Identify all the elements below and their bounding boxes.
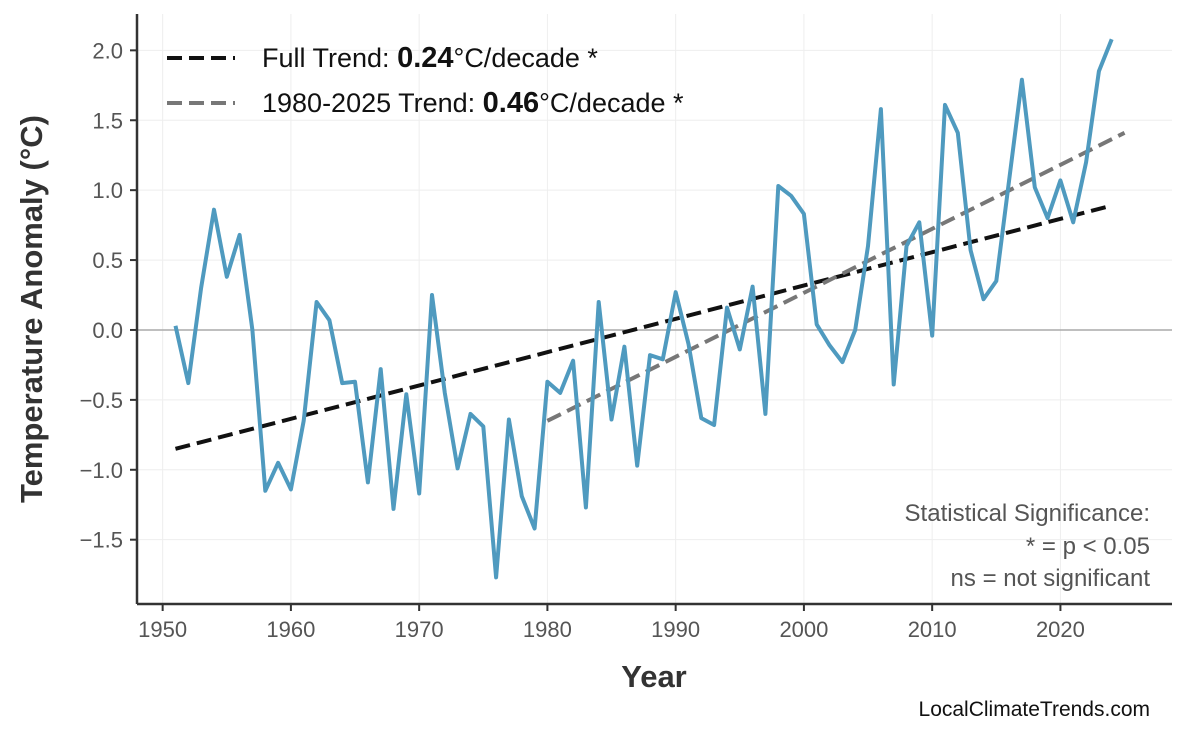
y-tick-label: −1.5	[80, 528, 123, 553]
y-tick-label: 0.5	[92, 248, 123, 273]
y-axis-label: Temperature Anomaly (°C)	[14, 115, 49, 503]
significance-note: Statistical Significance: * = p < 0.05 n…	[905, 500, 1151, 592]
significance-line-1: * = p < 0.05	[1026, 533, 1150, 560]
legend-label-1980-trend: 1980-2025 Trend: 0.46°C/decade *	[262, 87, 684, 119]
y-tick-label: 1.5	[92, 108, 123, 133]
x-tick-label: 2020	[1036, 617, 1085, 642]
legend-label-full-trend: Full Trend: 0.24°C/decade *	[262, 42, 598, 74]
credit-text: LocalClimateTrends.com	[919, 698, 1150, 721]
legend: Full Trend: 0.24°C/decade * 1980-2025 Tr…	[167, 42, 684, 119]
significance-line-2: ns = not significant	[951, 565, 1151, 592]
y-tick-label: 1.0	[92, 178, 123, 203]
x-tick-label: 1980	[523, 617, 572, 642]
y-tick-label: −0.5	[80, 388, 123, 413]
x-tick-label: 1950	[138, 617, 187, 642]
x-tick-label: 1990	[651, 617, 700, 642]
x-tick-label: 2000	[779, 617, 828, 642]
x-ticks: 1950 1960 1970 1980 1990 2000 2010 2020	[138, 604, 1085, 642]
y-tick-label: 0.0	[92, 318, 123, 343]
x-tick-label: 1960	[266, 617, 315, 642]
x-tick-label: 1970	[395, 617, 444, 642]
1980-trend-line	[547, 133, 1124, 421]
y-tick-label: −1.0	[80, 458, 123, 483]
significance-title: Statistical Significance:	[905, 500, 1150, 527]
y-ticks: −1.5 −1.0 −0.5 0.0 0.5 1.0 1.5 2.0	[80, 38, 137, 552]
y-tick-label: 2.0	[92, 38, 123, 63]
x-axis-label: Year	[621, 659, 687, 694]
x-tick-label: 2010	[908, 617, 957, 642]
